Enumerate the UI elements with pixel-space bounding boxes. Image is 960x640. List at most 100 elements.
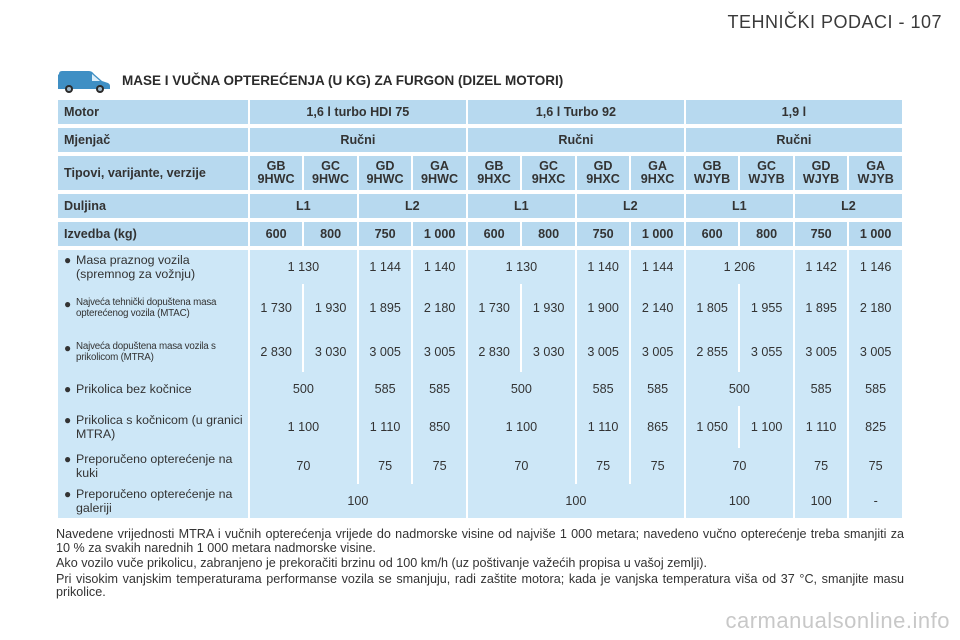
cell: 1 930 [304,284,357,332]
row-mtra: ● Najveća dopuštena masa vozila s prikoli… [58,332,902,372]
type-code: GB [484,159,504,173]
row-label: Duljina [58,194,248,222]
cell: 585 [413,372,466,406]
type-variant: WJYB [693,172,731,186]
cell: GB 9HXC [467,156,521,194]
cell: 800 [522,222,575,250]
row-label: ● Preporučeno opterećenje na kuki [58,448,248,484]
cell: 1 895 [794,284,848,332]
cell: 1 930 [522,284,575,332]
row-duljina: Duljina L1 L2 L1 L2 L1 L2 [58,194,902,222]
row-izvedba: Izvedba (kg) 600 800 750 1 000 600 800 7… [58,222,902,250]
row-label-text: Prikolica s kočnicom (u granici MTRA) [76,413,243,441]
row-label: ● Prikolica s kočnicom (u granici MTRA) [58,406,248,448]
cell: 1 955 [740,284,793,332]
row-label: ● Preporučeno opterećenje na galeriji [58,484,248,518]
type-variant: 9HXC [586,172,620,186]
type-code: GD [811,159,831,173]
row-bez-kocnice: ● Prikolica bez kočnice 500 585 585 500 5… [58,372,902,406]
cell: 1 100 [249,406,357,448]
cell: 585 [794,372,848,406]
cell: GD 9HWC [358,156,412,194]
cell: - [849,484,902,518]
van-icon [58,71,110,93]
cell: 1,6 l turbo HDI 75 [249,100,466,128]
row-mtac: ● Najveća tehnički dopuštena masa optereć… [58,284,902,332]
row-tipovi: Tipovi, varijante, verzije GB 9HWC GC 9HWC… [58,156,902,194]
type-code: GA [648,159,668,173]
type-code: GC [757,159,777,173]
cell: L2 [576,194,684,222]
row-label-text: Masa praznog vozila (spremnog za vožnju) [76,253,196,281]
type-code: GA [430,159,450,173]
cell: 1 110 [794,406,848,448]
type-code: GD [375,159,395,173]
cell: 865 [631,406,684,448]
cell: 1 144 [358,250,412,284]
row-label-text: Prikolica bez kočnice [76,382,192,396]
cell: 3 005 [849,332,902,372]
cell: 750 [358,222,412,250]
note-paragraph: Pri visokim vanjskim temperaturama perfo… [56,571,904,599]
cell: 100 [685,484,793,518]
cell: Ručni [685,128,902,156]
cell: Ručni [249,128,466,156]
cell: 750 [794,222,848,250]
cell: 1,6 l Turbo 92 [467,100,684,128]
type-variant: WJYB [857,172,894,186]
type-code: GC [321,159,341,173]
row-label-text: Najveća dopuštena masa vozila s prikolic… [76,340,216,364]
cell: 70 [249,448,357,484]
spec-table: Motor 1,6 l turbo HDI 75 1,6 l Turbo 92 … [56,100,904,518]
cell: 1 000 [413,222,466,250]
cell: GC 9HXC [522,156,575,194]
cell: 1 130 [467,250,575,284]
cell: 2 180 [413,284,466,332]
section-title: MASE I VUČNA OPTEREĆENJA (U KG) ZA FURGO… [56,64,563,96]
type-variant: 9HWC [421,172,459,186]
cell: L1 [685,194,793,222]
cell: 1 730 [467,284,521,332]
cell: 1 100 [740,406,793,448]
note-paragraph: Ako vozilo vuče prikolicu, zabranjeno je… [56,556,707,570]
type-variant: 9HXC [531,172,566,186]
row-label: Mjenjač [58,128,248,156]
cell: 1 142 [794,250,848,284]
cell: 825 [849,406,902,448]
cell: L1 [249,194,357,222]
cell: L2 [358,194,466,222]
cell: GB WJYB [685,156,739,194]
cell: 3 005 [358,332,412,372]
cell: 1 146 [849,250,902,284]
cell: 70 [467,448,575,484]
cell: 1 110 [358,406,412,448]
type-variant: WJYB [802,172,840,186]
cell: 1 805 [685,284,739,332]
row-label: ● Masa praznog vozila (spremnog za vožnju… [58,250,248,284]
cell: 3 030 [304,332,357,372]
row-kuka: ● Preporučeno opterećenje na kuki 70 75 7… [58,448,902,484]
row-galerija: ● Preporučeno opterećenje na galeriji 100… [58,484,902,518]
cell: 75 [849,448,902,484]
cell: 850 [413,406,466,448]
cell: 70 [685,448,793,484]
row-label: ● Najveća tehnički dopuštena masa optereć… [58,284,248,332]
cell: GA 9HWC [413,156,466,194]
cell: 1 100 [467,406,575,448]
cell: 2 140 [631,284,684,332]
cell: 1,9 l [685,100,902,128]
cell: 75 [576,448,630,484]
cell: 600 [249,222,303,250]
notes: Navedene vrijednosti MTRA i vučnih opter… [56,527,904,602]
type-code: GD [593,159,613,173]
cell: Ručni [467,128,684,156]
type-variant: 9HWC [366,172,404,186]
cell: 500 [685,372,793,406]
cell: 3 005 [794,332,848,372]
cell: 75 [413,448,466,484]
cell: GA WJYB [849,156,902,194]
type-code: GA [866,159,886,173]
cell: 600 [685,222,739,250]
cell: 100 [467,484,684,518]
cell: 3 005 [631,332,684,372]
